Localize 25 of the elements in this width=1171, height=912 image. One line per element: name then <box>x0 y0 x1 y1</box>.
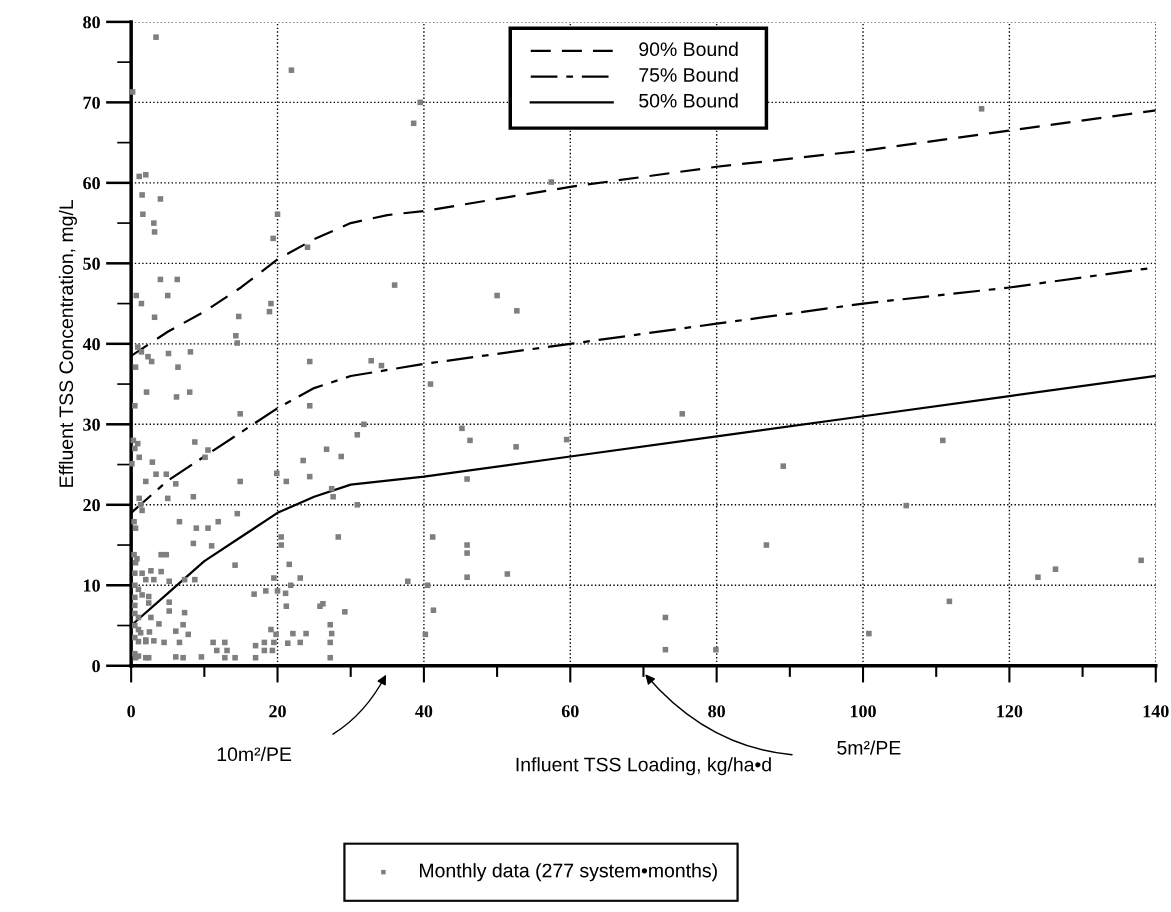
legend-label: Monthly data (277 system•months) <box>419 863 717 882</box>
x-tick-label: 100 <box>850 705 876 718</box>
x-tick-label: 20 <box>269 705 286 718</box>
legend-label: 75% Bound <box>639 67 738 82</box>
x-tick-label: 40 <box>415 705 433 718</box>
y-tick-label: 60 <box>83 177 100 190</box>
y-axis-title: Effluent TSS Concentration, mg/L <box>58 199 77 487</box>
x-axis-title: Influent TSS Loading, kg/ha•d <box>516 757 771 776</box>
text: 10m²/PE <box>217 746 292 762</box>
y-tick-label: 40 <box>82 338 100 351</box>
legend-label: 50% Bound <box>639 93 738 108</box>
x-tick-label: 60 <box>561 705 579 718</box>
text: 5m²/PE <box>837 740 901 755</box>
y-tick-label: 70 <box>83 96 100 109</box>
y-tick-label: 20 <box>83 499 100 512</box>
legend-label: 90% Bound <box>639 41 738 57</box>
y-tick-label: 80 <box>83 16 100 29</box>
y-tick-label: 30 <box>83 418 100 431</box>
y-tick-label: 10 <box>83 579 100 592</box>
x-tick-label: 120 <box>997 705 1023 718</box>
y-tick-label: 0 <box>92 660 100 673</box>
y-tick-label: 50 <box>83 257 100 270</box>
x-tick-label: 0 <box>127 705 135 718</box>
x-tick-label: 140 <box>1143 705 1169 718</box>
x-tick-label: 80 <box>708 705 725 718</box>
